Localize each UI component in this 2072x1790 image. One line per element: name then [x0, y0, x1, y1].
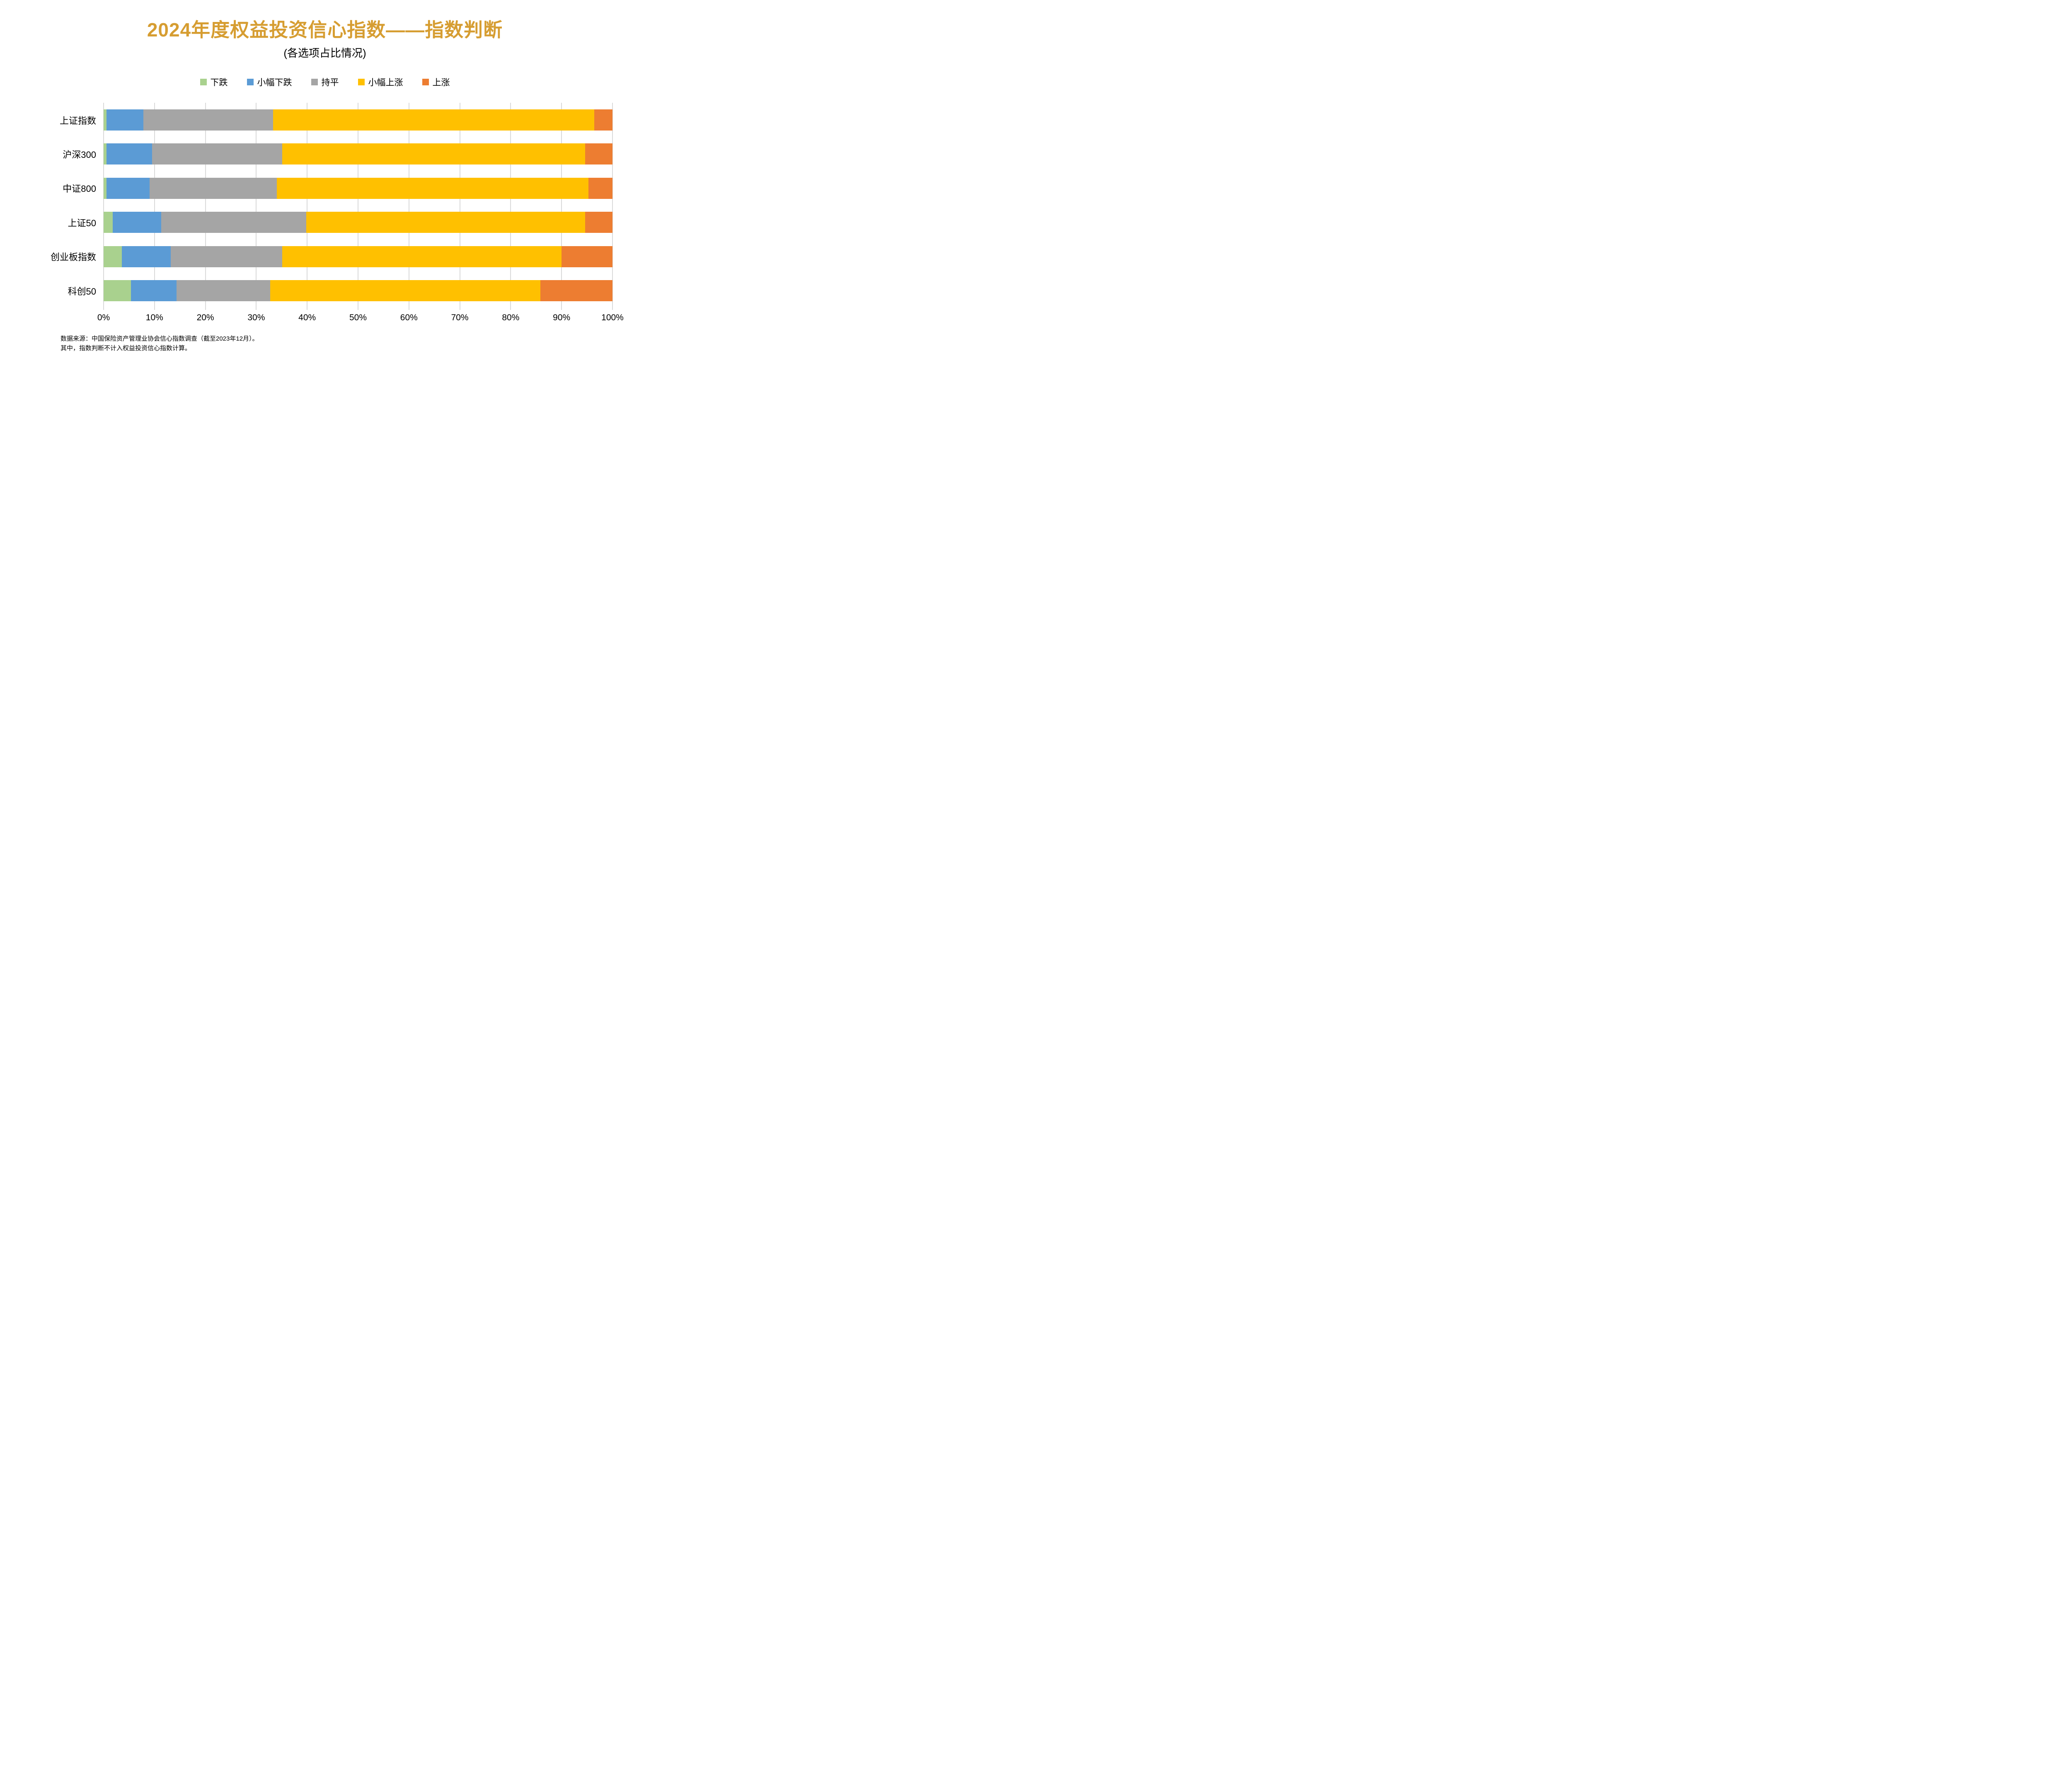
legend-label-rise: 上涨: [432, 78, 450, 87]
bar-segment-rise: [562, 246, 612, 267]
legend-item-rise: 上涨: [422, 76, 450, 88]
bar-segment-rise: [594, 109, 612, 131]
legend-item-flat: 持平: [311, 76, 339, 88]
bar-segment-decline: [104, 246, 122, 267]
gridline-10%: [154, 103, 155, 310]
legend-swatch-slight-decline: [247, 79, 254, 85]
bar-segment-rise: [540, 280, 612, 301]
bar-segment-slight-rise: [276, 177, 589, 199]
category-label: 上证指数: [59, 115, 96, 126]
bar-segment-rise: [585, 212, 612, 233]
legend-swatch-flat: [311, 79, 318, 85]
legend-item-slight-decline: 小幅下跌: [247, 76, 292, 88]
legend-swatch-slight-rise: [358, 79, 365, 85]
legend-swatch-decline: [200, 79, 207, 85]
bar-segment-flat: [161, 212, 306, 233]
gridline-30%: [256, 103, 257, 310]
x-tick-label: 50%: [349, 313, 367, 322]
category-label: 科创50: [68, 286, 96, 297]
legend-label-slight-decline: 小幅下跌: [257, 78, 292, 87]
bar-segment-slight-decline: [113, 212, 161, 233]
bar-row-中证800: [104, 177, 612, 199]
bar-segment-slight-decline: [107, 143, 152, 165]
bar-segment-rise: [588, 177, 612, 199]
x-axis: 0% 10% 20% 30% 40% 50% 60% 70% 80% 90% 100%: [97, 313, 624, 324]
bar-segment-slight-rise: [282, 143, 585, 165]
legend-label-flat: 持平: [321, 78, 339, 87]
bar-segment-flat: [152, 143, 282, 165]
bar-segment-flat: [176, 280, 270, 301]
legend-item-slight-rise: 小幅上涨: [358, 76, 403, 88]
footer-remark-line: 其中，指数判断不计入权益投资信心指数计算。: [61, 345, 191, 352]
legend-swatch-rise: [422, 79, 429, 85]
x-tick-label: 60%: [400, 313, 418, 322]
category-label: 上证50: [68, 218, 96, 228]
legend-label-slight-rise: 小幅上涨: [368, 78, 403, 87]
bar-row-科创50: [104, 280, 612, 301]
bar-segment-decline: [104, 212, 113, 233]
bar-segment-decline: [104, 280, 131, 301]
legend: 下跌 小幅下跌 持平 小幅上涨 上涨: [0, 76, 650, 88]
chart-title: 2024年度权益投资信心指数——指数判断: [147, 19, 503, 41]
bar-segment-slight-decline: [107, 109, 143, 131]
footer-note: 数据来源：中国保险资产管理业协会信心指数调查（截至2023年12月）。 其中，指…: [61, 334, 259, 353]
bar-row-沪深300: [104, 143, 612, 165]
bar-row-上证50: [104, 212, 612, 233]
bar-segment-slight-decline: [107, 177, 150, 199]
bar-segment-flat: [143, 109, 273, 131]
slide: 2024年度权益投资信心指数——指数判断 (各选项占比情况) 下跌 小幅下跌 持平 小…: [0, 0, 650, 365]
bar-segment-flat: [149, 177, 277, 199]
gridline-20%: [205, 103, 206, 310]
plot-area: [103, 103, 613, 310]
category-label: 创业板指数: [50, 252, 96, 263]
bar-segment-rise: [585, 143, 612, 165]
legend-label-decline: 下跌: [210, 78, 228, 87]
gridline-90%: [561, 103, 562, 310]
category-label: 沪深300: [63, 149, 96, 160]
x-tick-label: 90%: [553, 313, 571, 322]
bar-segment-slight-rise: [282, 246, 562, 267]
gridline-0%: [103, 103, 104, 310]
x-tick-label: 20%: [196, 313, 214, 322]
bar-segment-slight-rise: [306, 212, 585, 233]
bar-segment-slight-decline: [131, 280, 177, 301]
bar-segment-slight-rise: [273, 109, 594, 131]
bar-row-创业板指数: [104, 246, 612, 267]
bar-segment-slight-rise: [270, 280, 540, 301]
bar-row-上证指数: [104, 109, 612, 131]
x-tick-label: 100%: [601, 313, 624, 322]
category-label: 中证800: [63, 184, 96, 194]
gridline-80%: [510, 103, 511, 310]
x-tick-label: 10%: [145, 313, 163, 322]
x-tick-label: 80%: [502, 313, 520, 322]
bar-segment-flat: [171, 246, 282, 267]
bar-segment-decline: [104, 177, 107, 199]
chart-subtitle: (各选项占比情况): [283, 47, 366, 59]
bar-segment-decline: [104, 143, 107, 165]
x-tick-label: 40%: [298, 313, 316, 322]
gridline-100%: [612, 103, 613, 310]
x-tick-label: 0%: [97, 313, 110, 322]
bar-segment-decline: [104, 109, 107, 131]
legend-item-decline: 下跌: [200, 76, 228, 88]
bar-segment-slight-decline: [122, 246, 171, 267]
footer-source-line: 数据来源：中国保险资产管理业协会信心指数调查（截至2023年12月）。: [61, 335, 259, 342]
x-tick-label: 30%: [247, 313, 265, 322]
x-tick-label: 70%: [451, 313, 469, 322]
